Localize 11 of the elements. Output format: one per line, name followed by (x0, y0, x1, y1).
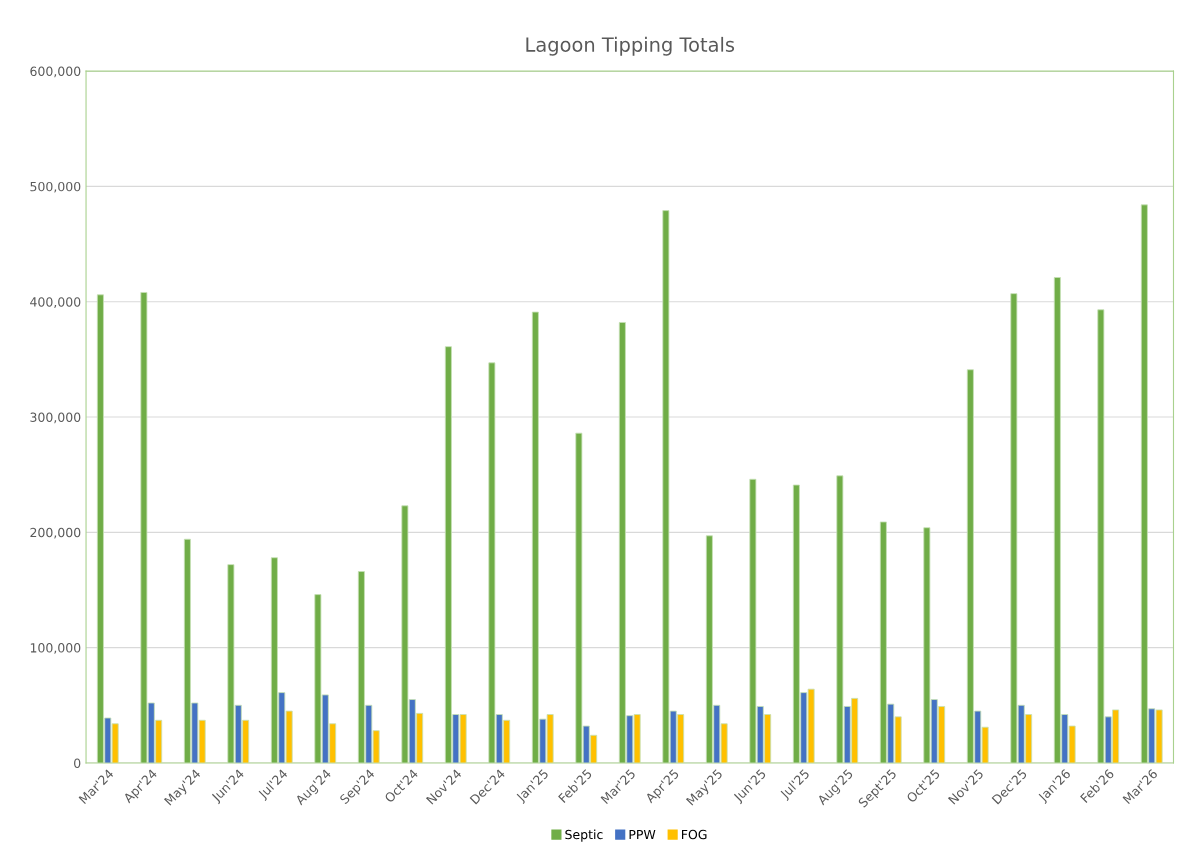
y-tick-label: 600,000 (30, 66, 81, 78)
legend-label: FOG (682, 829, 707, 840)
y-tick-label: 300,000 (30, 412, 81, 424)
y-tick-label: 0 (74, 758, 81, 768)
y-tick-label: 100,000 (30, 643, 81, 654)
y-tick-label: 200,000 (30, 527, 81, 539)
legend-label: Septic (565, 829, 603, 842)
legend-label: PPW (629, 829, 656, 840)
chart-title: Lagoon Tipping Totals (526, 36, 735, 56)
y-tick-label: 500,000 (30, 181, 81, 193)
y-tick-label: 400,000 (30, 297, 81, 308)
